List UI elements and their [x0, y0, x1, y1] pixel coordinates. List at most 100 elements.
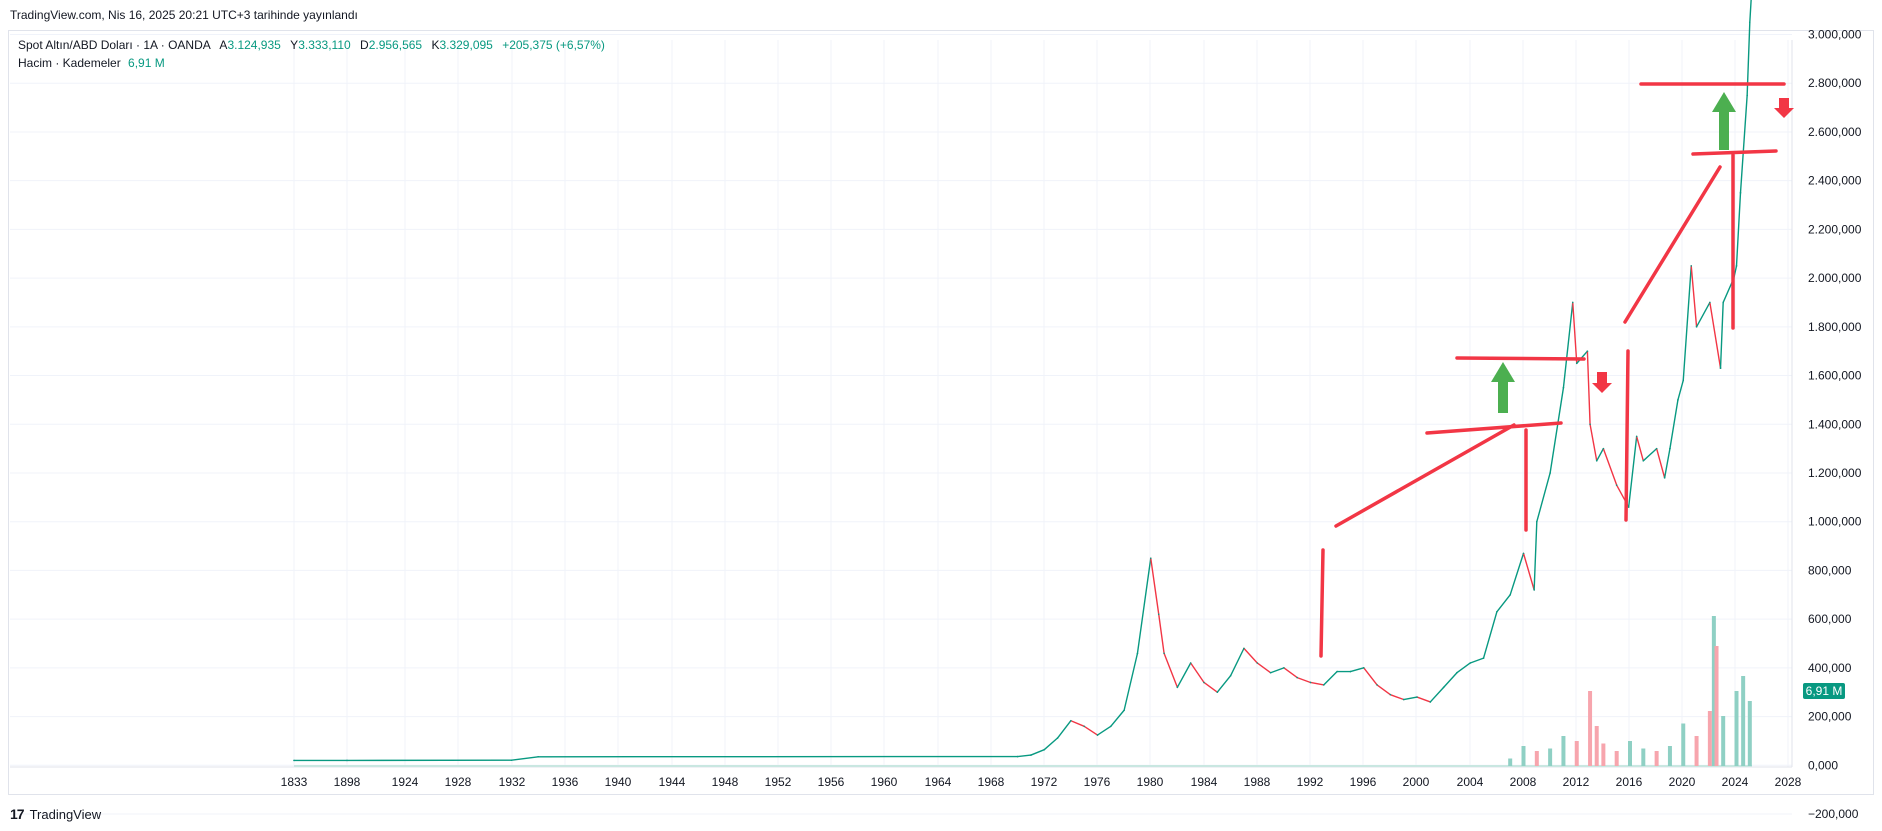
- axis-badges: 3.329,0956,91 M: [1803, 683, 1845, 699]
- x-tick-label: 1964: [925, 775, 952, 789]
- price-point: [1229, 674, 1232, 677]
- price-segment: [1496, 594, 1511, 613]
- volume-bar: [1588, 691, 1593, 766]
- price-segment: [1533, 521, 1538, 591]
- price-segment: [1110, 709, 1125, 728]
- price-point: [1482, 657, 1485, 659]
- low-label: D: [360, 38, 369, 52]
- price-segment: [1389, 693, 1405, 701]
- price-point: [1349, 670, 1352, 673]
- y-tick-label: 1.000,000: [1808, 515, 1862, 529]
- price-point: [1509, 593, 1511, 596]
- price-segment: [1456, 662, 1471, 674]
- price-segment: [1589, 423, 1598, 462]
- symbol-label[interactable]: Spot Altın/ABD Doları · 1A · OANDA: [18, 38, 211, 52]
- price-segment: [1070, 720, 1085, 728]
- price-point: [1269, 671, 1272, 674]
- price-point: [1739, 192, 1742, 194]
- price-point: [1533, 589, 1535, 591]
- price-point: [1323, 684, 1325, 686]
- price-segment: [510, 756, 539, 761]
- volume-bar: [1711, 616, 1716, 766]
- volume-bar: [1721, 716, 1726, 766]
- price-segment: [1016, 754, 1032, 758]
- price-segment: [1030, 749, 1045, 756]
- price-point: [1695, 326, 1698, 328]
- y-tick-label: 2.000,000: [1808, 271, 1862, 285]
- price-segment: [1363, 667, 1378, 686]
- price-point: [1586, 350, 1589, 352]
- price-segment: [1719, 301, 1724, 369]
- price-point: [1496, 611, 1498, 613]
- y-tick-label: 0,000: [1808, 758, 1838, 772]
- price-series: [293, 0, 1752, 762]
- price-point: [1746, 94, 1748, 97]
- price-segment: [1269, 667, 1285, 674]
- price-point: [1595, 460, 1598, 462]
- price-segment: [1349, 667, 1365, 673]
- price-segment: [1469, 657, 1485, 664]
- price-point: [1682, 379, 1685, 382]
- price-point: [1722, 301, 1724, 304]
- price-point: [510, 759, 513, 761]
- x-tick-label: 1968: [978, 775, 1005, 789]
- x-tick-label: 1984: [1191, 775, 1218, 789]
- x-tick-label: 2004: [1457, 775, 1484, 789]
- price-segment: [1376, 684, 1392, 696]
- price-point: [1536, 520, 1538, 523]
- price-segment: [1596, 447, 1605, 462]
- price-point: [346, 759, 348, 762]
- volume-value: 6,91 M: [128, 56, 165, 70]
- down-arrow-icon: [1774, 98, 1794, 118]
- grid: [10, 34, 1793, 815]
- x-axis: 1833 1898 1924 1928 1932 1936 1940 1944 1948 1952…: [281, 775, 1802, 789]
- price-point: [1176, 686, 1179, 689]
- volume-bar: [1594, 726, 1599, 766]
- volume-badge-label: 6,91 M: [1806, 684, 1843, 698]
- price-segment: [1150, 557, 1160, 615]
- price-point: [1690, 265, 1693, 267]
- price-point: [1030, 754, 1032, 756]
- volume-bar: [1561, 736, 1566, 766]
- x-tick-label: 1972: [1031, 775, 1058, 789]
- price-segment: [1136, 557, 1152, 655]
- price-point: [1283, 667, 1285, 669]
- price-point: [1749, 21, 1751, 24]
- price-point: [1096, 734, 1099, 736]
- price-point: [1469, 662, 1472, 664]
- volume-bar: [1667, 746, 1672, 766]
- price-point: [1719, 367, 1722, 370]
- volume-bar: [1734, 691, 1739, 766]
- volume-badge: [1803, 683, 1845, 699]
- y-tick-label: 200,000: [1808, 710, 1852, 724]
- price-point: [1416, 696, 1418, 698]
- x-tick-label: 1992: [1297, 775, 1324, 789]
- y-tick-label: 2.800,000: [1808, 76, 1862, 90]
- volume-bar: [1628, 741, 1632, 766]
- open-label: A: [219, 38, 228, 52]
- volume-bar: [1508, 758, 1513, 766]
- price-segment: [1256, 662, 1272, 674]
- price-point: [1642, 460, 1645, 462]
- volume-bar: [1714, 646, 1719, 766]
- y-tick-label: 1.200,000: [1808, 466, 1862, 480]
- price-point: [1016, 755, 1019, 758]
- close-label: K: [431, 38, 440, 52]
- price-point: [1442, 686, 1445, 689]
- price-segment: [1096, 725, 1112, 736]
- x-tick-label: 1932: [499, 775, 526, 789]
- price-segment: [1323, 670, 1338, 686]
- down-arrow-icon: [1592, 372, 1612, 393]
- volume-label[interactable]: Hacim · Kademeler: [18, 56, 121, 70]
- up-arrow-icon: [1491, 362, 1515, 413]
- annotation-line: [1425, 421, 1563, 435]
- price-segment: [1482, 611, 1498, 659]
- volume-bar: [1548, 748, 1553, 766]
- price-segment: [1695, 301, 1711, 328]
- price-segment: [1522, 552, 1535, 591]
- volume-bar: [1534, 751, 1539, 766]
- price-point: [1376, 684, 1378, 686]
- price-point: [1709, 301, 1711, 304]
- price-point: [1456, 671, 1458, 674]
